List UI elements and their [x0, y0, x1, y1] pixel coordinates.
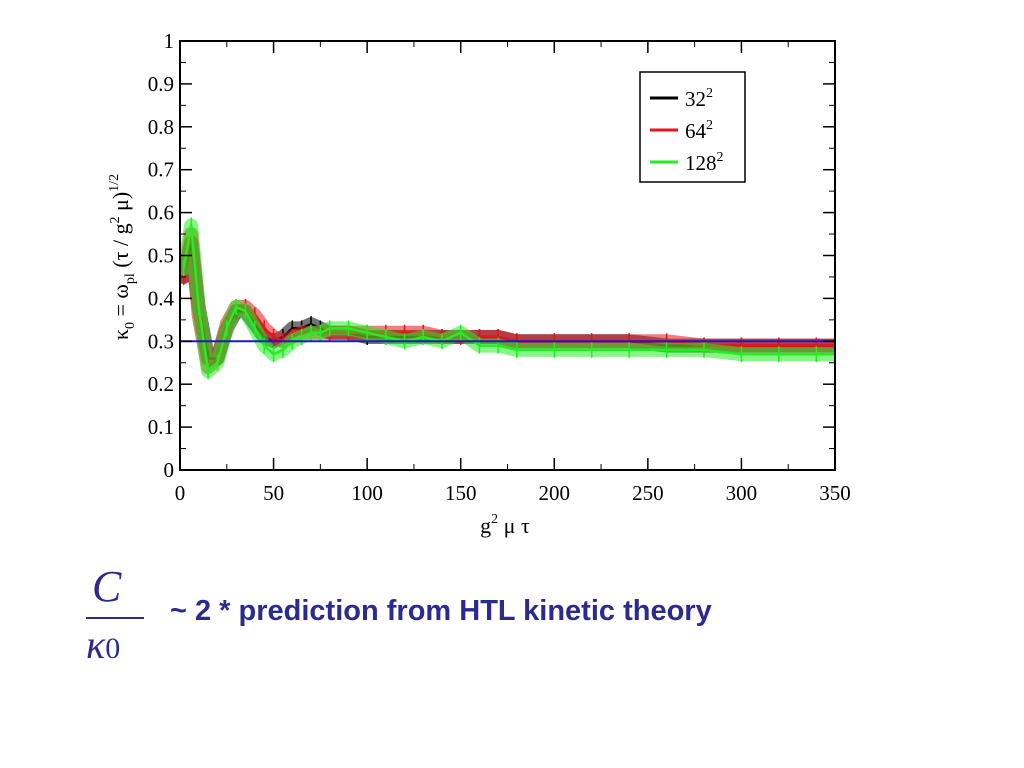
chart-plot: 0 50 100 150 200 250 300 350 0 0.1 0.2 0.3 0.4 0.5 0.6… [107, 29, 851, 538]
y-axis-label-part: (τ / g [108, 223, 133, 273]
legend-label-sup: 2 [717, 150, 724, 165]
x-tick-label: 100 [351, 481, 383, 505]
fraction-numerator: C [92, 562, 122, 611]
x-axis-label-g: g [480, 513, 491, 538]
series-line-128 [182, 224, 835, 373]
x-tick-label: 350 [819, 481, 851, 505]
y-tick-label: 0.3 [148, 329, 174, 353]
legend-label-base: 64 [685, 119, 707, 143]
fraction-bar [86, 617, 144, 619]
series-group [180, 217, 835, 380]
y-tick-label: 0.8 [148, 115, 174, 139]
y-tick-label: 0.1 [148, 415, 174, 439]
y-axis-label-part: = ω [108, 284, 133, 322]
y-axis-label-part: pl [123, 273, 138, 284]
x-axis-label-sup: 2 [491, 512, 498, 527]
caption: C κ0 ~ 2 * prediction from HTL kinetic t… [84, 565, 844, 675]
y-tick-label: 0.2 [148, 372, 174, 396]
legend-label-128: 1282 [685, 150, 724, 175]
x-tick-label: 300 [726, 481, 758, 505]
x-tick-label: 250 [632, 481, 664, 505]
y-axis-label-part: μ) [108, 192, 133, 217]
legend-label-base: 32 [685, 87, 706, 111]
x-tick-label: 50 [263, 481, 284, 505]
y-axis-label-part: 1/2 [107, 174, 122, 192]
legend-label-sup: 2 [706, 118, 713, 133]
y-tick-label: 0 [164, 458, 175, 482]
caption-text: ~ 2 * prediction from HTL kinetic theory [170, 595, 712, 627]
y-axis-label-part: 0 [123, 322, 138, 329]
y-tick-label: 0.4 [148, 286, 175, 310]
x-tick-label: 200 [539, 481, 571, 505]
x-axis-label: g2 μ τ [480, 512, 530, 538]
y-axis-label-part: 2 [108, 216, 123, 223]
legend-box [639, 71, 746, 183]
legend-label-64: 642 [685, 118, 713, 143]
legend-label-base: 128 [685, 151, 717, 175]
fraction-denominator-symbol: κ [86, 622, 106, 667]
x-axis-label-rest: μ τ [498, 513, 530, 538]
y-tick-label: 1 [164, 29, 175, 53]
y-tick-label: 0.9 [148, 72, 174, 96]
fraction: C κ0 [84, 565, 146, 670]
x-tick-label: 150 [445, 481, 477, 505]
legend-label-sup: 2 [706, 86, 713, 101]
y-axis-label-part: κ [108, 329, 133, 340]
legend-label-32: 322 [685, 86, 713, 111]
fraction-denominator: κ0 [86, 623, 120, 671]
y-tick-label: 0.6 [148, 201, 174, 225]
y-axis-label: κ0 = ωpl (τ / g2 μ)1/2 [107, 174, 138, 340]
y-tick-label: 0.5 [148, 244, 174, 268]
x-tick-label: 0 [175, 481, 186, 505]
y-tick-label: 0.7 [148, 158, 174, 182]
fraction-denominator-subscript: 0 [105, 632, 121, 665]
